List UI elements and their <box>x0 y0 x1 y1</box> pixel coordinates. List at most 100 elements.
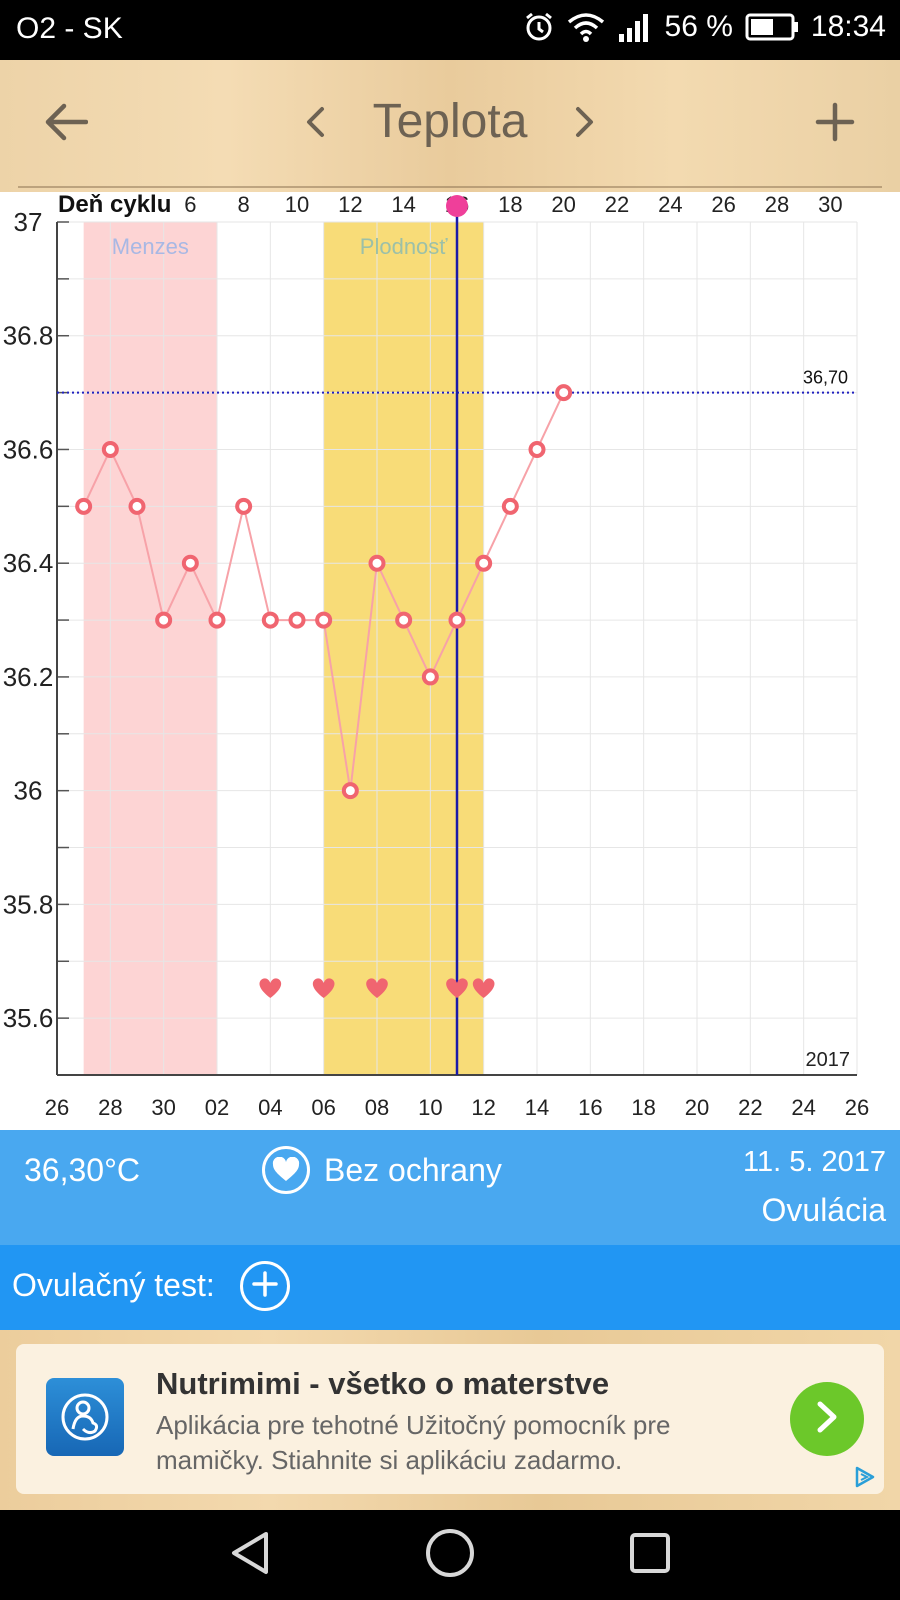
bottom-tick-label: 10 <box>418 1095 442 1120</box>
protection-status[interactable]: Bez ochrany <box>262 1146 502 1194</box>
data-point <box>395 611 413 629</box>
add-ovulation-test-button[interactable] <box>240 1261 290 1311</box>
data-point <box>368 554 386 572</box>
data-point <box>128 497 146 515</box>
ad-app-logo <box>46 1378 124 1456</box>
protection-label: Bez ochrany <box>324 1151 502 1188</box>
top-tick-label: 22 <box>605 192 629 217</box>
plus-icon <box>815 102 855 147</box>
ovulation-test-panel: Ovulačný test: <box>0 1245 900 1330</box>
region-1 <box>323 222 484 1075</box>
ad-open-button[interactable] <box>790 1382 864 1456</box>
y-tick-label: 36 <box>14 776 43 806</box>
bottom-tick-label: 06 <box>311 1095 335 1120</box>
chart-svg[interactable]: Menzes Plodnosť 37 36.8 36.6 36.4 36.2 36 35.8 35… <box>0 192 900 1130</box>
data-point <box>155 611 173 629</box>
data-point <box>181 554 199 572</box>
top-tick-label: 18 <box>498 192 522 217</box>
top-tick-label: 30 <box>818 192 842 217</box>
intercourse-heart-icon <box>259 978 282 998</box>
ovulation-test-label: Ovulačný test: <box>12 1267 215 1303</box>
wifi-icon <box>567 12 605 42</box>
data-point <box>208 611 226 629</box>
add-entry-button[interactable] <box>800 60 870 188</box>
data-point <box>288 611 306 629</box>
chevron-right-icon <box>574 106 596 143</box>
data-point <box>501 497 519 515</box>
nav-back-button[interactable] <box>220 1528 280 1582</box>
selected-day-marker <box>446 195 468 217</box>
top-tick-label: 24 <box>658 192 682 217</box>
app-header: Teplota <box>0 60 900 192</box>
ad-banner[interactable]: Nutrimimi - všetko o materstve Aplikácia… <box>16 1344 884 1494</box>
top-tick-label: 28 <box>765 192 789 217</box>
region-label: Menzes <box>112 234 189 259</box>
date-value: 11. 5. 2017 <box>743 1146 886 1178</box>
y-tick-label: 35.8 <box>3 889 54 919</box>
reference-line-label: 36,70 <box>803 368 848 388</box>
bottom-tick-label: 24 <box>791 1095 815 1120</box>
intercourse-heart-icon <box>472 978 495 998</box>
top-tick-label: 26 <box>711 192 735 217</box>
top-tick-label: 12 <box>338 192 362 217</box>
bottom-tick-label: 26 <box>845 1095 869 1120</box>
ad-choices-icon[interactable] <box>850 1462 880 1492</box>
data-point <box>555 384 573 402</box>
chevron-right-icon <box>813 1400 841 1439</box>
top-tick-label: 8 <box>238 192 250 217</box>
nav-recent-button[interactable] <box>620 1528 680 1582</box>
bottom-tick-label: 28 <box>98 1095 122 1120</box>
ad-banner-area: Nutrimimi - všetko o materstve Aplikácia… <box>0 1330 900 1510</box>
back-button[interactable] <box>30 60 100 188</box>
day-info-panel[interactable]: 36,30°C Bez ochrany 11. 5. 2017 Ovulácia <box>0 1130 900 1245</box>
bottom-tick-label: 22 <box>738 1095 762 1120</box>
top-tick-label: 6 <box>184 192 196 217</box>
square-recent-icon <box>628 1531 672 1580</box>
intercourse-heart-icon <box>366 978 388 998</box>
battery-percent: 56 % <box>664 10 733 43</box>
bottom-tick-label: 12 <box>471 1095 495 1120</box>
bottom-tick-label: 08 <box>365 1095 389 1120</box>
temperature-chart[interactable]: Menzes Plodnosť 37 36.8 36.6 36.4 36.2 36 35.8 35… <box>0 192 900 1130</box>
next-cycle-button[interactable] <box>560 60 610 188</box>
data-point <box>101 440 119 458</box>
y-tick-label: 37 <box>14 207 43 237</box>
battery-icon <box>745 13 799 41</box>
top-tick-label: 20 <box>551 192 575 217</box>
bottom-tick-label: 04 <box>258 1095 282 1120</box>
data-point <box>528 440 546 458</box>
data-point <box>448 611 466 629</box>
temperature-value: 36,30°C <box>24 1152 140 1188</box>
bottom-tick-label: 02 <box>205 1095 229 1120</box>
nav-home-button[interactable] <box>420 1528 480 1582</box>
year-label: 2017 <box>806 1049 851 1071</box>
data-point <box>261 611 279 629</box>
triangle-back-icon <box>228 1529 272 1582</box>
clock: 18:34 <box>810 10 886 43</box>
circle-home-icon <box>424 1527 476 1584</box>
data-point <box>315 611 333 629</box>
y-tick-label: 36.6 <box>3 434 54 464</box>
bottom-tick-label: 18 <box>631 1095 655 1120</box>
data-point <box>475 554 493 572</box>
bottom-tick-label: 26 <box>45 1095 69 1120</box>
bottom-tick-label: 14 <box>525 1095 549 1120</box>
plus-circle-icon <box>252 1270 278 1302</box>
status-bar: O2 - SK 56 % 18:34 <box>0 0 900 60</box>
top-tick-label: 14 <box>391 192 415 217</box>
signal-icon <box>617 12 653 42</box>
ad-description: Aplikácia pre tehotné Užitočný pomocník … <box>156 1410 671 1475</box>
region-label: Plodnosť <box>360 234 449 259</box>
bottom-tick-label: 30 <box>151 1095 175 1120</box>
arrow-left-icon <box>42 102 89 147</box>
ad-title: Nutrimimi - všetko o materstve <box>156 1366 610 1401</box>
y-tick-label: 36.8 <box>3 321 54 351</box>
y-tick-label: 36.4 <box>3 548 54 578</box>
system-nav-bar <box>0 1510 900 1600</box>
chevron-left-icon <box>304 106 326 143</box>
y-tick-label: 36.2 <box>3 662 54 692</box>
region-0 <box>83 222 218 1075</box>
bottom-tick-label: 16 <box>578 1095 602 1120</box>
prev-cycle-button[interactable] <box>290 60 340 188</box>
alarm-icon <box>523 11 555 43</box>
